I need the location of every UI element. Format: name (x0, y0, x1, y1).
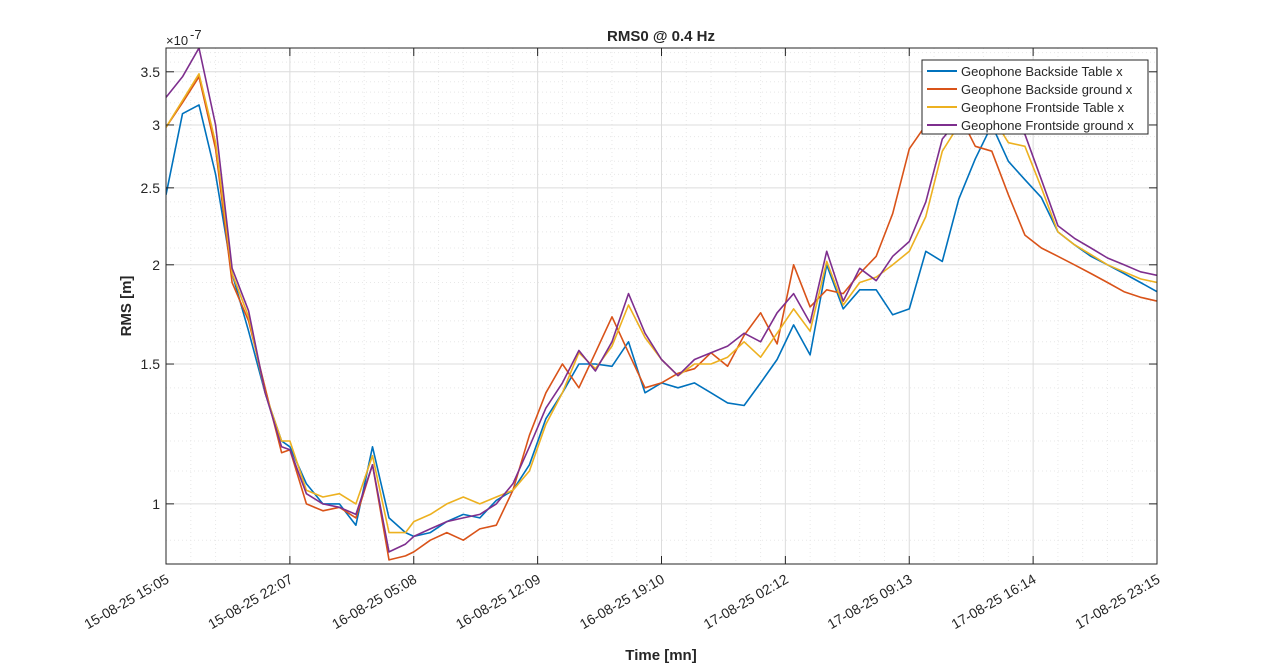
y-tick-label: 3.5 (141, 64, 161, 80)
legend-entry-2: Geophone Backside ground x (961, 82, 1133, 97)
legend-entry-3: Geophone Frontside Table x (961, 100, 1125, 115)
legend: Geophone Backside Table x Geophone Backs… (921, 59, 1149, 135)
y-axis-exponent-power: -7 (190, 27, 202, 42)
y-tick-label: 2 (152, 257, 160, 273)
y-axis-exponent-base: ×10 (166, 33, 188, 48)
legend-box (921, 59, 1149, 135)
series-line-2 (166, 76, 1157, 561)
y-tick-label: 1 (152, 496, 160, 512)
legend-entry-4: Geophone Frontside ground x (961, 118, 1134, 133)
major-grid (165, 48, 1158, 564)
y-tick-label: 1.5 (141, 356, 161, 372)
y-axis-label: RMS [m] (118, 276, 135, 337)
y-tick-label: 3 (152, 117, 160, 133)
x-axis-label: Time [mn] (625, 647, 696, 664)
legend-entry-1: Geophone Backside Table x (961, 64, 1123, 79)
chart-title: RMS0 @ 0.4 Hz (607, 28, 715, 45)
y-axis-ticks: 1 1.5 2 2.5 3 3.5 (141, 64, 1157, 512)
y-tick-label: 2.5 (141, 180, 161, 196)
